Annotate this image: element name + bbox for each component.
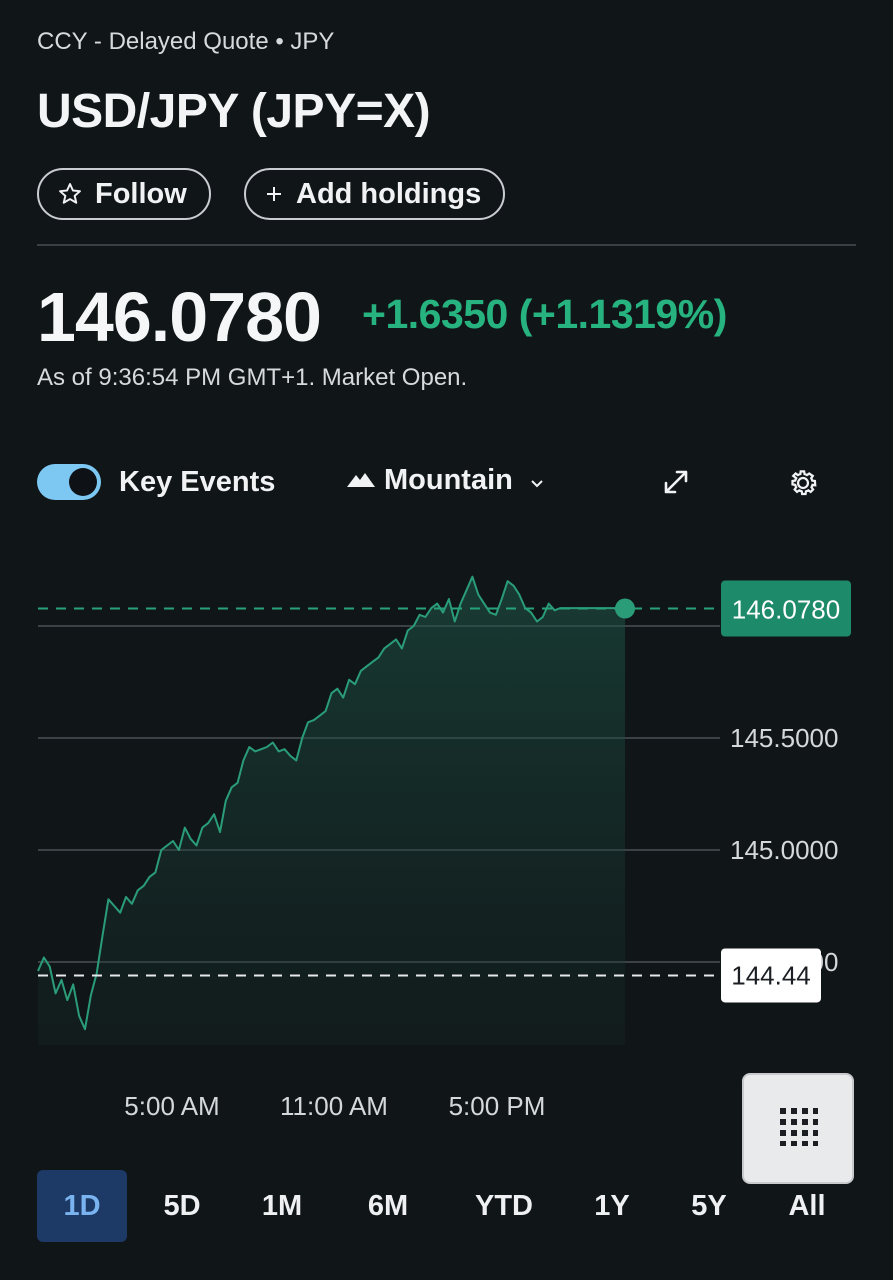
price-chart[interactable]: 146.0000145.5000145.0000144.5000144.4414…: [0, 540, 893, 1140]
follow-button[interactable]: Follow: [37, 168, 211, 220]
keypad-button[interactable]: [742, 1073, 854, 1184]
plus-icon: [264, 184, 284, 204]
expand-icon[interactable]: [660, 466, 692, 503]
page-title: USD/JPY (JPY=X): [37, 85, 431, 138]
current-price-dot: [615, 598, 635, 619]
chevron-down-icon: [529, 464, 545, 497]
x-tick-label: 5:00 PM: [449, 1091, 546, 1121]
range-all[interactable]: All: [788, 1190, 826, 1222]
current-price-badge: [721, 580, 851, 637]
x-tick-label: 11:00 AM: [280, 1091, 388, 1121]
range-selector: 1D 5D 1M 6M YTD 1Y 5Y All: [37, 1170, 857, 1242]
chart-type-dropdown[interactable]: Mountain: [346, 464, 545, 497]
current-price: 146.0780: [37, 278, 322, 356]
toggle-knob: [69, 468, 97, 496]
price-area: [38, 576, 625, 1045]
range-5y[interactable]: 5Y: [691, 1190, 727, 1222]
range-5d[interactable]: 5D: [163, 1190, 201, 1222]
as-of-timestamp: As of 9:36:54 PM GMT+1. Market Open.: [37, 364, 468, 391]
add-holdings-label: Add holdings: [296, 177, 482, 210]
gear-icon[interactable]: [786, 466, 820, 505]
y-tick-label: 145.5000: [730, 723, 838, 753]
price-line: [37, 575, 626, 1031]
mountain-icon: [346, 464, 376, 497]
previous-close-label: 144.44: [731, 960, 811, 990]
chart-type-label: Mountain: [384, 464, 513, 496]
range-1d[interactable]: 1D: [37, 1170, 127, 1242]
current-price-label: 146.0780: [732, 595, 840, 625]
range-1m[interactable]: 1M: [261, 1190, 303, 1222]
add-holdings-button[interactable]: Add holdings: [244, 168, 506, 220]
previous-close-badge: [721, 948, 821, 1003]
key-events-label: Key Events: [119, 466, 276, 498]
divider: [37, 244, 856, 246]
quote-subtitle: CCY - Delayed Quote • JPY: [37, 28, 335, 55]
follow-label: Follow: [95, 177, 187, 210]
y-tick-label: 145.0000: [730, 835, 838, 865]
key-events-toggle[interactable]: [37, 464, 101, 500]
range-ytd[interactable]: YTD: [475, 1190, 533, 1222]
star-icon: [57, 181, 83, 207]
price-change: +1.6350 (+1.1319%): [362, 291, 727, 337]
x-tick-label: 5:00 AM: [124, 1091, 219, 1121]
range-1y[interactable]: 1Y: [594, 1190, 630, 1222]
range-6m[interactable]: 6M: [367, 1190, 409, 1222]
dot-grid-icon: [778, 1106, 818, 1151]
